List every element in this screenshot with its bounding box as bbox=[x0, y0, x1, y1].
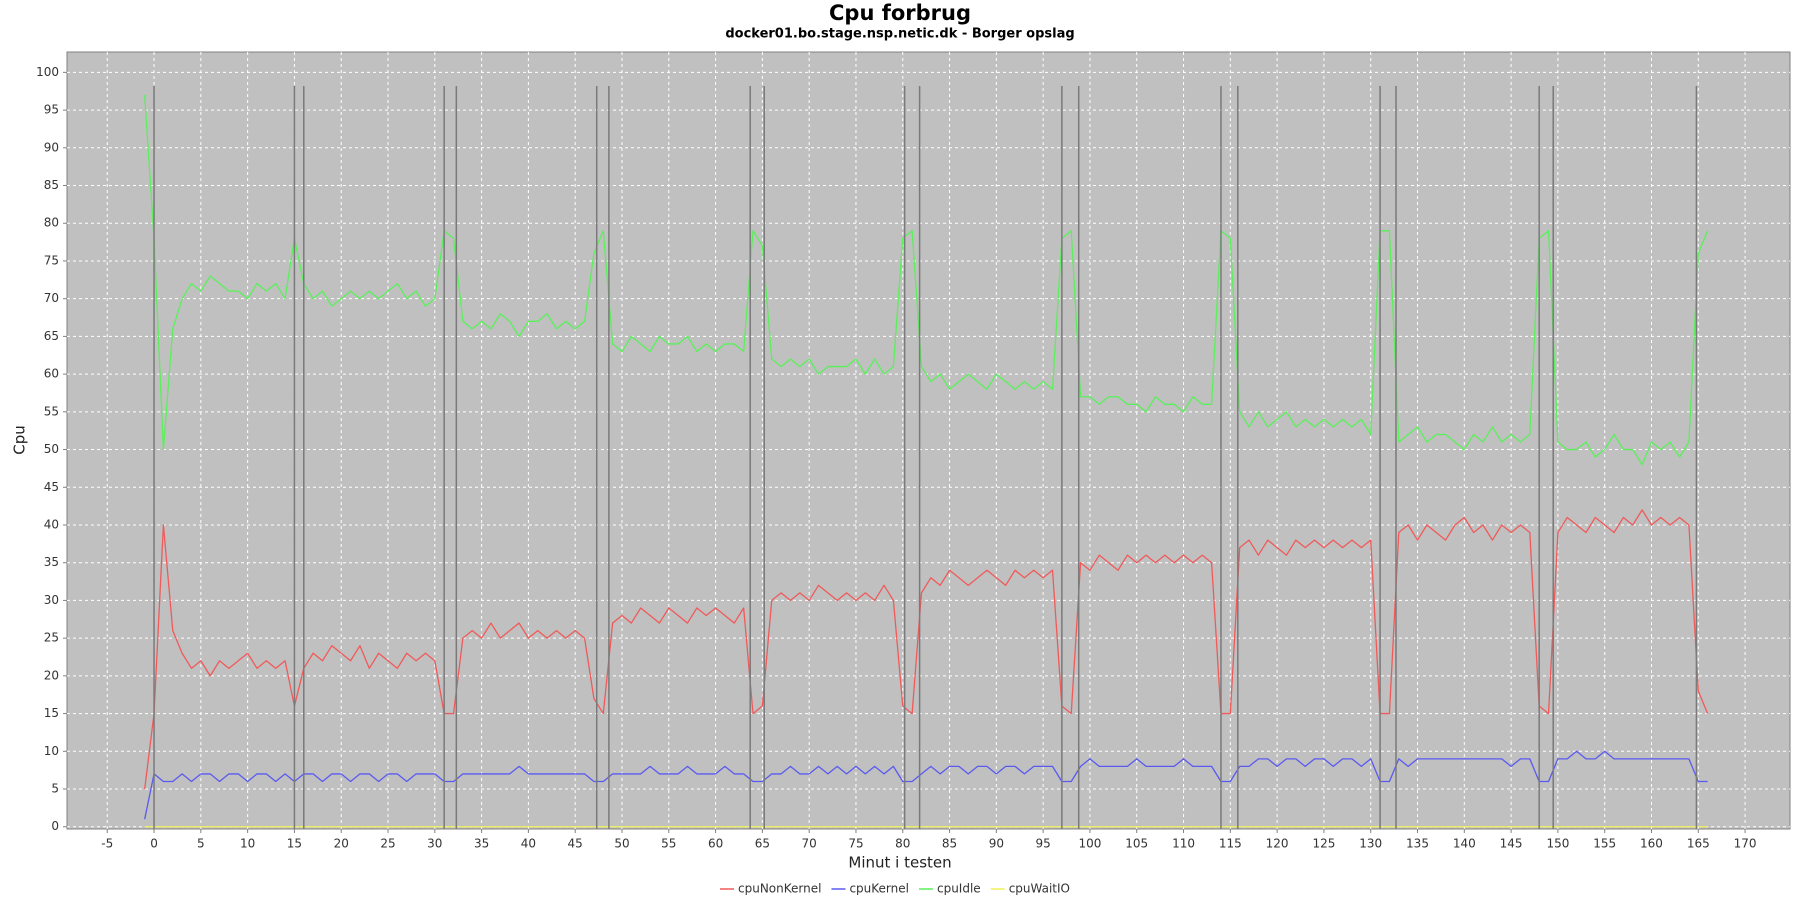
x-tick-label: 35 bbox=[474, 837, 489, 851]
x-tick-label: 75 bbox=[848, 837, 863, 851]
y-tick-label: 65 bbox=[44, 329, 59, 343]
y-tick-label: 95 bbox=[44, 103, 59, 117]
y-tick-label: 25 bbox=[44, 631, 59, 645]
x-tick-label: 135 bbox=[1406, 837, 1429, 851]
x-tick-label: 15 bbox=[287, 837, 302, 851]
chart-title: Cpu forbrug bbox=[829, 1, 971, 25]
legend-label: cpuNonKernel bbox=[738, 882, 821, 896]
x-tick-label: 30 bbox=[427, 837, 442, 851]
y-tick-label: 30 bbox=[44, 593, 59, 607]
y-tick-label: 100 bbox=[36, 65, 59, 79]
y-tick-label: 0 bbox=[51, 819, 59, 833]
y-tick-label: 15 bbox=[44, 706, 59, 720]
y-axis-label: Cpu bbox=[11, 425, 29, 455]
x-tick-label: 55 bbox=[661, 837, 676, 851]
plot-area bbox=[66, 51, 1791, 830]
x-tick-label: 155 bbox=[1593, 837, 1616, 851]
y-tick-label: 20 bbox=[44, 668, 59, 682]
series-group bbox=[144, 94, 1709, 828]
x-tick-label: 50 bbox=[614, 837, 629, 851]
x-tick-label: 150 bbox=[1546, 837, 1569, 851]
y-tick-label: 75 bbox=[44, 253, 59, 267]
y-tick-label: 80 bbox=[44, 216, 59, 230]
legend: cpuNonKernel cpuKernel cpuIdle cpuWaitIO bbox=[720, 882, 1070, 896]
x-tick-label: 60 bbox=[708, 837, 723, 851]
x-tick-label: 70 bbox=[802, 837, 817, 851]
y-tick-label: 45 bbox=[44, 480, 59, 494]
x-tick-label: 100 bbox=[1078, 837, 1101, 851]
y-tick-label: 5 bbox=[51, 782, 59, 796]
legend-label: cpuIdle bbox=[937, 882, 981, 896]
chart-subtitle: docker01.bo.stage.nsp.netic.dk - Borger … bbox=[725, 27, 1074, 42]
x-tick-label: 120 bbox=[1266, 837, 1289, 851]
x-tick-label: 90 bbox=[989, 837, 1004, 851]
x-tick-label: 110 bbox=[1172, 837, 1195, 851]
x-tick-label: 165 bbox=[1687, 837, 1710, 851]
y-tick-label: 90 bbox=[44, 140, 59, 154]
x-tick-label: 0 bbox=[150, 837, 158, 851]
x-tick-label: 125 bbox=[1312, 837, 1335, 851]
x-tick-label: 115 bbox=[1219, 837, 1242, 851]
y-tick-label: 40 bbox=[44, 517, 59, 531]
series-line bbox=[144, 94, 1709, 466]
x-tick-label: 10 bbox=[240, 837, 255, 851]
legend-label: cpuKernel bbox=[849, 882, 909, 896]
x-tick-label: 5 bbox=[197, 837, 205, 851]
legend-label: cpuWaitIO bbox=[1009, 882, 1070, 896]
series-line bbox=[144, 750, 1708, 820]
x-tick-label: 105 bbox=[1125, 837, 1148, 851]
x-tick-label: 85 bbox=[942, 837, 957, 851]
x-tick-label: 40 bbox=[521, 837, 536, 851]
series-line bbox=[144, 509, 1709, 790]
x-tick-label: 140 bbox=[1453, 837, 1476, 851]
y-tick-label: 70 bbox=[44, 291, 59, 305]
y-tick-label: 10 bbox=[44, 744, 59, 758]
x-tick-label: 170 bbox=[1734, 837, 1757, 851]
x-axis-label: Minut i testen bbox=[848, 854, 951, 872]
x-tick-label: 25 bbox=[380, 837, 395, 851]
y-tick-label: 35 bbox=[44, 555, 59, 569]
y-tick-label: 55 bbox=[44, 404, 59, 418]
y-tick-label: 85 bbox=[44, 178, 59, 192]
x-tick-label: 160 bbox=[1640, 837, 1663, 851]
x-tick-label: -5 bbox=[101, 837, 113, 851]
x-tick-label: 95 bbox=[1036, 837, 1051, 851]
x-tick-label: 80 bbox=[895, 837, 910, 851]
x-tick-label: 45 bbox=[568, 837, 583, 851]
x-tick-label: 130 bbox=[1359, 837, 1382, 851]
y-tick-label: 60 bbox=[44, 367, 59, 381]
x-tick-label: 145 bbox=[1500, 837, 1523, 851]
y-tick-label: 50 bbox=[44, 442, 59, 456]
x-tick-label: 20 bbox=[334, 837, 349, 851]
x-tick-label: 65 bbox=[755, 837, 770, 851]
